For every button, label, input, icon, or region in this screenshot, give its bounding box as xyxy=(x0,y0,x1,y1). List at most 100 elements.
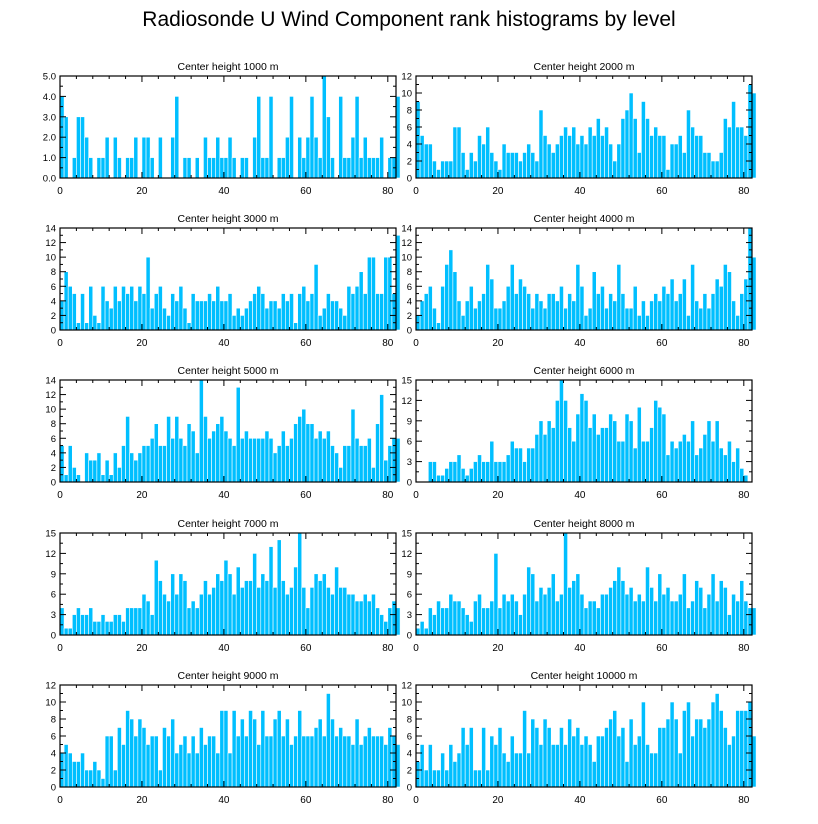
bar xyxy=(170,573,176,636)
bar xyxy=(501,461,507,483)
bar xyxy=(309,293,315,331)
bar xyxy=(112,769,118,788)
bar xyxy=(636,593,642,636)
y-tick-label: 12 xyxy=(45,390,56,401)
bar xyxy=(497,169,503,179)
bar xyxy=(751,735,757,788)
x-tick-label: 40 xyxy=(218,795,230,806)
bar xyxy=(735,126,741,179)
bar xyxy=(227,752,233,788)
bar xyxy=(423,627,429,636)
bar xyxy=(600,735,605,788)
bar xyxy=(379,293,385,331)
bar xyxy=(673,600,679,636)
bar xyxy=(280,157,286,179)
panel-1: Center height 1000 m 0 20 40 60 80 0.0 1.0 2.0 3.… xyxy=(43,61,401,197)
y-tick-label: 8 xyxy=(407,715,412,726)
bar xyxy=(387,607,393,636)
x-tick-label: 40 xyxy=(574,795,586,806)
bar xyxy=(645,744,650,788)
bar xyxy=(677,440,683,483)
bar xyxy=(522,593,527,636)
bar xyxy=(616,264,622,331)
bar xyxy=(534,160,540,179)
x-tick-label: 60 xyxy=(656,186,668,197)
panel-7: Center height 7000 m 0 20 40 60 80 0 3 6 9 12 15 xyxy=(45,518,401,654)
bar xyxy=(297,416,303,483)
bar xyxy=(595,293,601,331)
y-tick-label: 3.0 xyxy=(43,112,56,123)
bar xyxy=(460,607,466,636)
bar xyxy=(456,752,462,788)
bar xyxy=(330,300,335,331)
bar xyxy=(125,710,130,788)
bar xyxy=(448,249,454,331)
bar xyxy=(669,440,675,483)
bar xyxy=(518,160,523,179)
bar xyxy=(419,744,425,788)
bar xyxy=(207,735,212,788)
bar xyxy=(170,293,176,331)
bar xyxy=(301,735,307,788)
bar xyxy=(542,593,548,636)
bar xyxy=(186,423,192,483)
y-tick-label: 2.0 xyxy=(43,133,56,144)
bar xyxy=(190,293,196,331)
bar xyxy=(96,452,102,483)
y-tick-label: 12 xyxy=(401,72,412,83)
bar xyxy=(260,710,266,788)
bar xyxy=(657,727,663,788)
bar xyxy=(256,285,262,331)
bar xyxy=(342,315,348,331)
bar xyxy=(477,769,482,788)
bar xyxy=(338,307,344,331)
bar xyxy=(448,593,454,636)
bar xyxy=(559,727,564,788)
bar xyxy=(321,75,327,179)
bar xyxy=(125,293,130,331)
x-tick-label: 0 xyxy=(413,186,419,197)
bar xyxy=(452,761,458,788)
bar xyxy=(632,285,638,331)
bar xyxy=(747,607,753,636)
bar xyxy=(555,600,560,636)
bar xyxy=(559,285,564,331)
bar xyxy=(624,761,630,788)
bar xyxy=(620,293,626,331)
bar xyxy=(100,474,106,483)
bar xyxy=(76,116,81,179)
bar xyxy=(88,157,94,179)
bar xyxy=(518,752,523,788)
bar xyxy=(199,727,204,788)
bar xyxy=(587,427,593,483)
y-tick-label: 15 xyxy=(45,529,56,540)
bar xyxy=(276,539,282,636)
bar xyxy=(117,300,122,331)
bar xyxy=(448,461,454,483)
bar xyxy=(419,621,425,636)
bar xyxy=(190,735,196,788)
bar xyxy=(272,452,278,483)
bar xyxy=(117,467,122,483)
x-tick-label: 80 xyxy=(382,795,394,806)
bar xyxy=(481,607,486,636)
bar xyxy=(559,593,564,636)
bar xyxy=(575,143,581,179)
bar xyxy=(272,718,278,788)
bar xyxy=(427,607,433,636)
bar xyxy=(436,769,441,788)
bar xyxy=(260,437,266,483)
bar xyxy=(96,322,102,331)
y-tick-label: 4 xyxy=(407,140,412,151)
bar xyxy=(309,587,315,636)
bar xyxy=(710,701,716,788)
bar xyxy=(346,157,352,179)
bar xyxy=(505,454,511,483)
bar xyxy=(489,735,495,788)
bar xyxy=(440,752,445,788)
bar xyxy=(203,744,208,788)
bar xyxy=(375,423,380,483)
y-tick-label: 6 xyxy=(407,437,412,448)
bar xyxy=(473,461,478,483)
bar xyxy=(649,752,654,788)
